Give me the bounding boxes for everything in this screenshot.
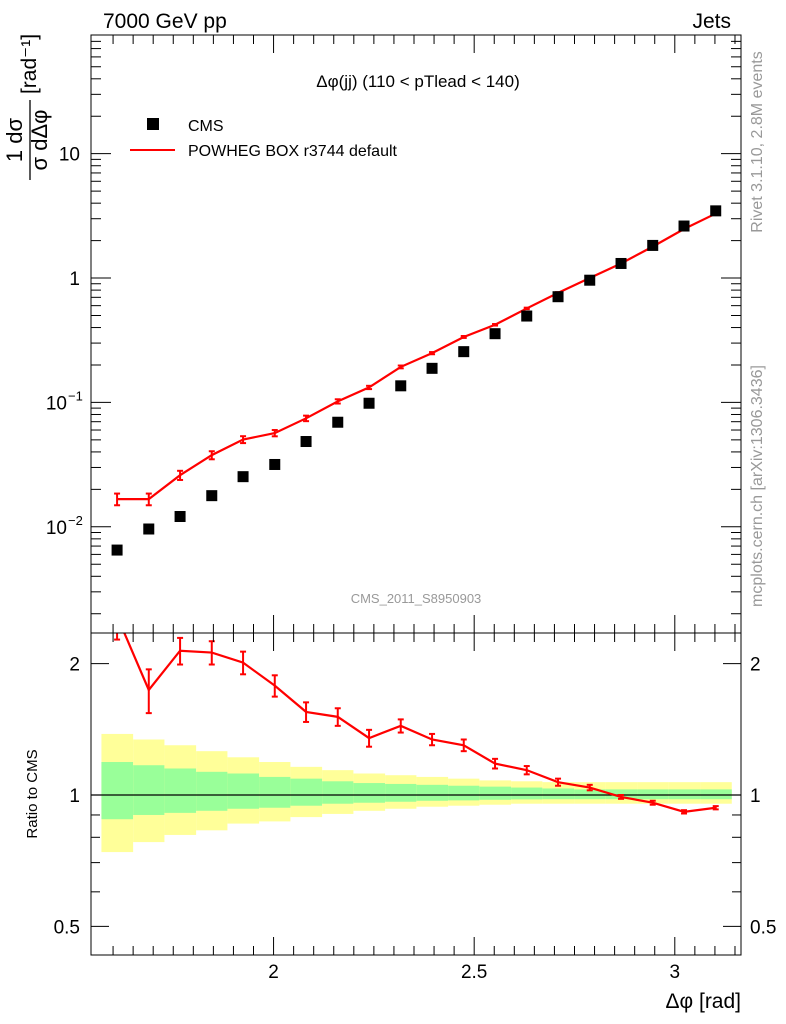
inner-uncertainty-band: [668, 789, 701, 800]
cms-data-point: [678, 220, 690, 232]
cms-data-point: [552, 291, 564, 303]
powheg-ratio-line: [123, 633, 716, 813]
uncertainty-bands: [101, 733, 732, 853]
main-y-axis-label: 1 dσ σ dΔφ [rad⁻¹]: [2, 34, 52, 180]
cms-data-point: [269, 458, 281, 470]
y-label-denominator: σ dΔφ: [27, 110, 52, 171]
plot-title: Δφ(jj) (110 < pTlead < 140): [316, 72, 520, 91]
legend-powheg-label: POWHEG BOX r3744 default: [188, 143, 398, 160]
inner-uncertainty-band: [290, 778, 323, 806]
cms-data-point: [395, 380, 407, 392]
cms-data-point: [458, 346, 470, 358]
cms-data-point: [363, 397, 375, 409]
inner-uncertainty-band: [385, 783, 417, 802]
cms-data-point: [521, 310, 533, 322]
y-tick-label: 10: [46, 518, 67, 539]
inner-uncertainty-band: [637, 789, 669, 800]
ratio-plot-panel: 0.5 0.51 12 2 2 2.5 3 Ratio to CMS Δφ [rad]: [24, 632, 777, 1013]
ratio-y-axis-label: Ratio to CMS: [24, 749, 41, 838]
cms-data-point: [143, 523, 155, 535]
x-tick-label: 2.5: [461, 962, 487, 983]
main-series-group: [111, 205, 722, 556]
ratio-y-tick-label-right: 0.5: [750, 917, 776, 938]
inner-uncertainty-band: [196, 771, 228, 811]
ratio-y-tick-label-left: 1: [69, 786, 80, 807]
legend-cms-label: CMS: [188, 118, 224, 135]
ratio-plot-frame: [90, 632, 742, 956]
legend: CMS POWHEG BOX r3744 default: [130, 118, 398, 160]
y-tick-label-exponent: −2: [68, 513, 83, 528]
inner-uncertainty-band: [448, 785, 480, 801]
ratio-y-tick-label-left: 2: [69, 655, 80, 676]
rivet-version-label: Rivet 3.1.10, 2.8M events: [749, 51, 766, 232]
cms-data-point: [710, 205, 722, 217]
source-reference-label: mcplots.cern.ch [arXiv:1306.3436]: [749, 365, 766, 607]
cms-data-point: [426, 362, 438, 374]
inner-uncertainty-band: [574, 789, 606, 800]
y-tick-label: 1: [69, 269, 80, 290]
inner-uncertainty-band: [164, 768, 197, 813]
ratio-y-tick-label-right: 1: [750, 786, 761, 807]
ratio-y-tick-label-right: 2: [750, 655, 761, 676]
cms-data-point: [206, 490, 218, 502]
inner-uncertainty-band: [479, 786, 512, 800]
inner-uncertainty-band: [416, 784, 449, 801]
ratio-line-group: [114, 633, 719, 815]
ratio-y-tick-label-left: 0.5: [54, 917, 80, 938]
cms-data-point: [584, 274, 596, 286]
y-tick-label: 10: [59, 145, 80, 166]
inner-uncertainty-band: [542, 788, 575, 800]
inner-uncertainty-band: [511, 787, 543, 800]
powheg-line: [117, 212, 717, 501]
legend-cms-marker: [147, 118, 159, 130]
inner-uncertainty-band: [227, 773, 260, 809]
ratio-y-ticks: 0.5 0.5 1 1 2 2: [54, 655, 777, 939]
inner-uncertainty-band: [133, 765, 165, 815]
inner-uncertainty-band: [353, 783, 386, 803]
y-label-numerator: 1 dσ: [2, 118, 27, 163]
inner-uncertainty-band: [101, 762, 134, 820]
main-x-ticks: [112, 35, 736, 633]
ratio-series-group: [114, 633, 719, 815]
analysis-watermark: CMS_2011_S8950903: [351, 591, 482, 606]
y-tick-label: 10: [46, 393, 67, 414]
cms-data-point: [332, 416, 344, 428]
x-axis-label: Δφ [rad]: [666, 990, 742, 1013]
cms-data-point: [111, 544, 123, 556]
inner-uncertainty-band: [259, 776, 291, 808]
cms-data-point: [489, 328, 501, 340]
inner-uncertainty-band: [700, 789, 732, 800]
inner-uncertainty-band: [322, 781, 354, 804]
cms-data-point: [300, 436, 312, 448]
ratio-x-ticks: 2 2.5 3: [112, 633, 736, 983]
y-label-unit: [rad⁻¹]: [18, 34, 41, 94]
x-tick-label: 2: [268, 962, 279, 983]
cms-data-point: [174, 511, 186, 523]
header-energy-label: 7000 GeV pp: [103, 10, 227, 33]
cms-data-point: [237, 471, 249, 483]
cms-data-point: [615, 257, 627, 269]
header-process-label: Jets: [692, 10, 731, 33]
cms-data-point: [647, 239, 659, 251]
x-tick-label: 3: [670, 962, 681, 983]
y-tick-label-exponent: −1: [68, 388, 83, 403]
